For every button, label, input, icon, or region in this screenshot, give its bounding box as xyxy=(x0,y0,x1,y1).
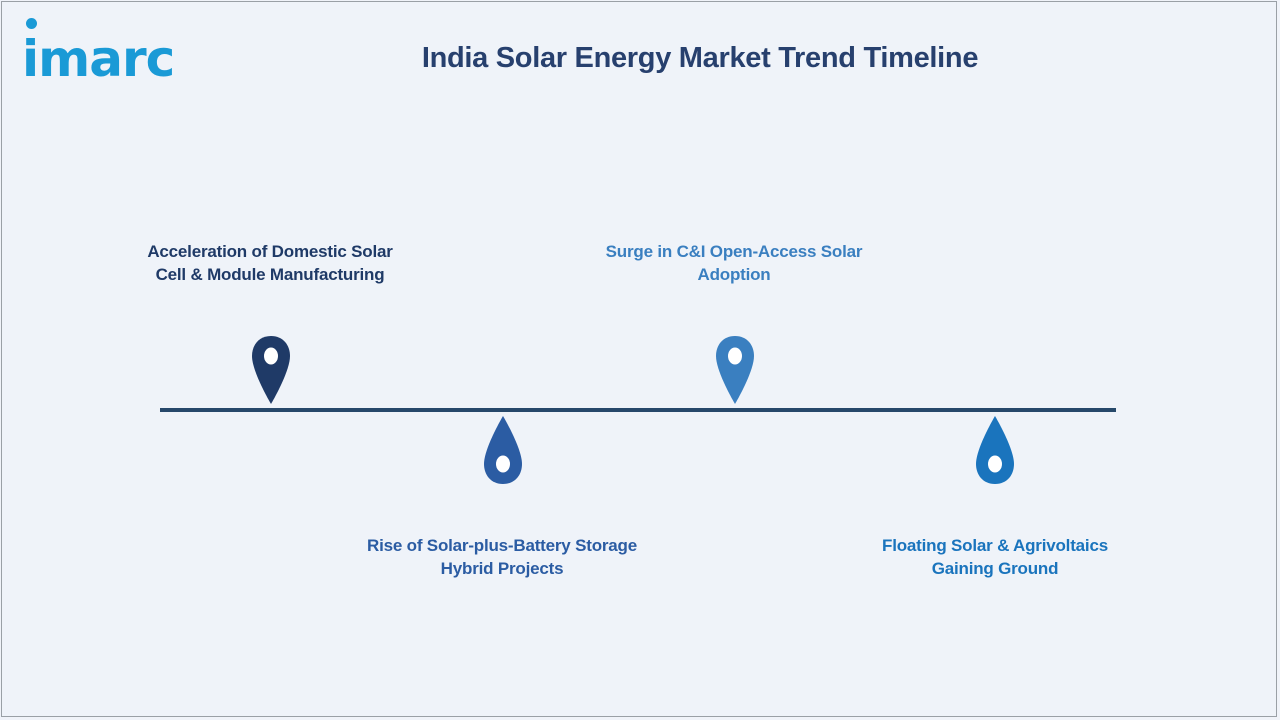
event-3-label-line2: Adoption xyxy=(697,265,771,284)
event-2-label-line1: Rise of Solar-plus-Battery Storage xyxy=(367,536,637,555)
map-pin-icon xyxy=(252,336,290,404)
imarc-logo: imarc xyxy=(22,16,212,88)
logo-dot xyxy=(26,18,37,29)
event-3-label: Surge in C&I Open-Access Solar Adoption xyxy=(584,240,884,286)
logo-text: imarc xyxy=(22,30,175,88)
timeline-axis xyxy=(160,408,1116,412)
event-2-label-line2: Hybrid Projects xyxy=(440,559,564,578)
event-2-label: Rise of Solar-plus-Battery Storage Hybri… xyxy=(352,534,652,580)
map-pin-icon xyxy=(716,336,754,404)
event-4-label-line1: Floating Solar & Agrivoltaics xyxy=(882,536,1108,555)
page-title: India Solar Energy Market Trend Timeline xyxy=(421,42,979,74)
drop-icon xyxy=(484,416,522,484)
event-1-label-line2: Cell & Module Manufacturing xyxy=(155,265,385,284)
event-4-label-line2: Gaining Ground xyxy=(931,559,1059,578)
event-1-label-line1: Acceleration of Domestic Solar xyxy=(147,242,393,261)
event-1-label: Acceleration of Domestic Solar Cell & Mo… xyxy=(120,240,420,286)
event-3-label-line1: Surge in C&I Open-Access Solar xyxy=(605,242,863,261)
drop-icon xyxy=(976,416,1014,484)
event-4-label: Floating Solar & Agrivoltaics Gaining Gr… xyxy=(845,534,1145,580)
